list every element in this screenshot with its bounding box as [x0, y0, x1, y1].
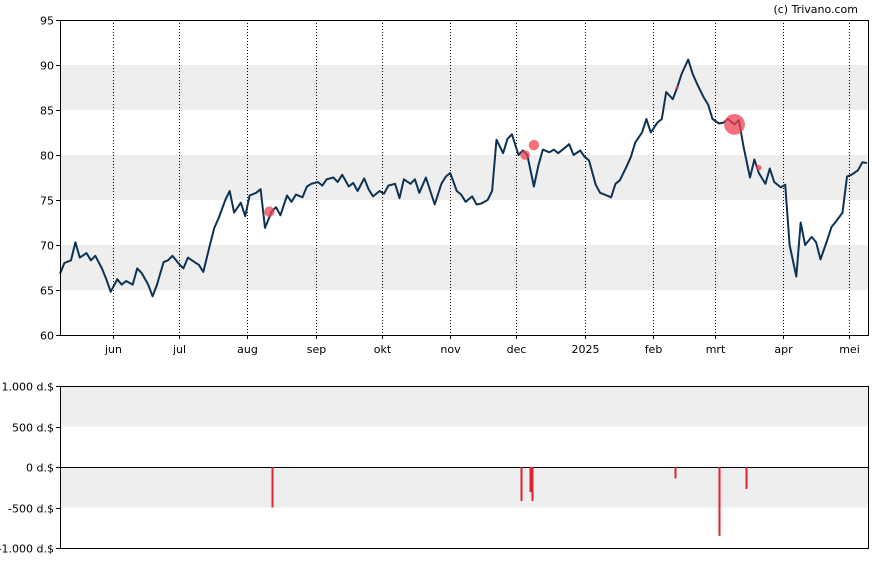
x-tick-label: 2025: [572, 343, 600, 356]
y-tick-label: 95: [40, 15, 54, 28]
y-tick-label: 60: [40, 330, 54, 343]
price-chart: 60 65 70 75 80 85 90 95 jun jul aug sep okt nov dec 20…: [40, 15, 869, 356]
x-tick-label: jul: [172, 343, 186, 356]
y-tick-label: 75: [40, 195, 54, 208]
x-tick-label: dec: [507, 343, 527, 356]
volume-y-tick-label: -1.000 d.$: [0, 543, 54, 556]
x-tick-label: mei: [839, 343, 860, 356]
price-band: [60, 155, 869, 200]
insider-marker: [675, 85, 679, 90]
price-band: [60, 245, 869, 290]
y-tick-label: 90: [40, 60, 54, 73]
price-x-axis: jun jul aug sep okt nov dec 2025 feb mrt apr mei: [104, 335, 860, 356]
x-tick-label: jun: [104, 343, 122, 356]
insider-marker: [520, 150, 530, 160]
x-tick-label: aug: [237, 343, 258, 356]
volume-y-tick-label: -500 d.$: [8, 503, 54, 516]
y-tick-label: 65: [40, 285, 54, 298]
x-tick-label: apr: [774, 343, 793, 356]
volume-frame: [60, 386, 869, 549]
volume-band: [60, 467, 869, 508]
volume-bands: [60, 386, 869, 508]
x-tick-label: nov: [440, 343, 461, 356]
x-tick-label: okt: [374, 343, 392, 356]
volume-y-axis: 1.000 d.$ 500 d.$ 0 d.$ -500 d.$ -1.000 d.$: [0, 381, 60, 556]
volume-bars: [271, 467, 748, 536]
y-tick-label: 85: [40, 105, 54, 118]
price-frame: [60, 20, 869, 336]
insider-marker: [724, 114, 745, 135]
x-tick-label: mrt: [706, 343, 726, 356]
x-tick-label: feb: [645, 343, 663, 356]
price-bands: [60, 65, 869, 290]
price-y-axis: 60 65 70 75 80 85 90 95: [40, 15, 60, 343]
price-markers: [264, 85, 762, 217]
volume-band: [60, 386, 869, 427]
insider-marker: [755, 164, 762, 171]
credit-text: (c) Trivano.com: [773, 3, 858, 16]
volume-chart: 1.000 d.$ 500 d.$ 0 d.$ -500 d.$ -1.000 d.$: [0, 381, 869, 556]
y-tick-label: 70: [40, 240, 54, 253]
y-tick-label: 80: [40, 150, 54, 163]
price-band: [60, 65, 869, 110]
volume-y-tick-label: 1.000 d.$: [2, 381, 54, 394]
insider-marker: [528, 139, 540, 151]
x-tick-label: sep: [307, 343, 326, 356]
insider-marker: [264, 206, 275, 217]
volume-y-tick-label: 500 d.$: [12, 422, 54, 435]
volume-y-tick-label: 0 d.$: [26, 462, 54, 475]
